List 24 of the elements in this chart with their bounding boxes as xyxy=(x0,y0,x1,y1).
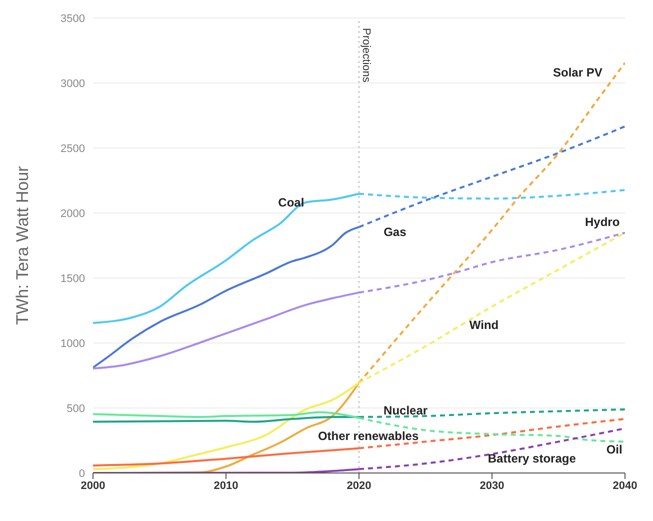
y-tick-label: 3500 xyxy=(60,12,85,25)
series-label: Other renewables xyxy=(318,428,419,443)
series-label: Gas xyxy=(384,224,407,239)
series-label: Battery storage xyxy=(488,452,576,466)
ref-line-label: Projections xyxy=(360,28,372,83)
series-label: Nuclear xyxy=(384,403,428,418)
x-tick-label: 2030 xyxy=(480,480,504,492)
y-tick-label: 3000 xyxy=(60,78,85,90)
series-label: Wind xyxy=(469,318,499,332)
y-tick-label: 500 xyxy=(66,402,85,415)
y-tick-label: 2500 xyxy=(60,142,85,155)
x-tick-label: 2020 xyxy=(346,480,372,492)
y-tick-label: 1500 xyxy=(60,272,85,285)
y-tick-label: 0 xyxy=(78,468,85,480)
y-tick-label: 1000 xyxy=(60,338,85,350)
series-label: Oil xyxy=(606,442,622,457)
y-axis-title: TWh: Tera Watt Hour xyxy=(13,166,32,325)
series-label: Hydro xyxy=(585,215,620,230)
series-label: Solar PV xyxy=(553,66,602,80)
x-tick-label: 2000 xyxy=(80,480,106,492)
x-tick-label: 2010 xyxy=(214,480,238,492)
x-tick-label: 2040 xyxy=(612,480,638,492)
y-tick-label: 2000 xyxy=(60,208,85,220)
series-label: Coal xyxy=(278,195,304,210)
